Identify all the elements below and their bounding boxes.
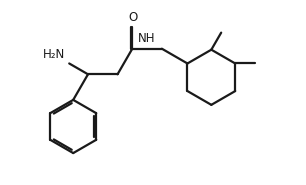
Text: O: O: [129, 11, 138, 24]
Text: NH: NH: [138, 32, 156, 45]
Text: H₂N: H₂N: [43, 48, 65, 60]
